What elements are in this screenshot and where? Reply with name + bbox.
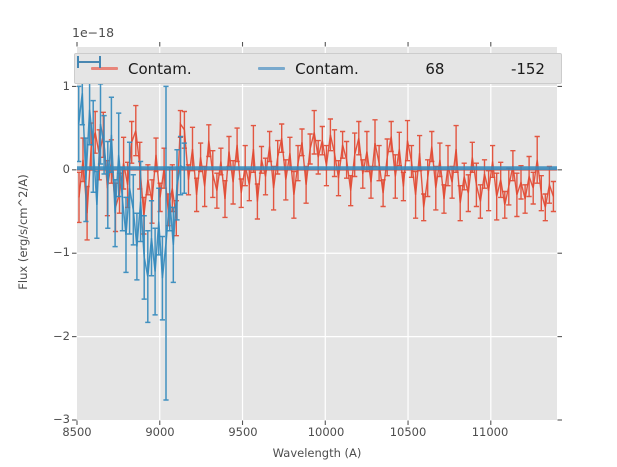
x-tick-label: 11000 xyxy=(471,425,509,439)
x-tick-label: 10500 xyxy=(389,425,427,439)
x-tick-label: 9000 xyxy=(145,425,175,439)
legend-label: Contam. xyxy=(295,59,359,78)
x-tick-label: 10000 xyxy=(307,425,345,439)
series-errorbar-bars xyxy=(77,60,187,401)
blue-errorbar-icon xyxy=(77,56,101,68)
data-series xyxy=(77,60,557,401)
blue-line-icon xyxy=(258,67,286,70)
legend-label: Contam. xyxy=(128,59,192,78)
y-tick-label: −3 xyxy=(53,412,70,426)
y-tick-label: 1 xyxy=(62,79,70,93)
tick-marks xyxy=(72,42,562,425)
legend-item-68: 68 xyxy=(77,56,445,78)
y-tick-label: −1 xyxy=(53,245,70,259)
legend-item-contam-blue: Contam. xyxy=(258,60,359,78)
y-tick-label: 0 xyxy=(62,162,70,176)
x-tick-label: 8500 xyxy=(62,425,92,439)
y-offset-label: 1e−18 xyxy=(72,25,115,40)
legend-item-neg152: -152 xyxy=(77,56,545,78)
legend-label: 68 xyxy=(425,59,445,78)
legend-item-contam-red: Contam. xyxy=(91,60,192,78)
series-errorbar-line xyxy=(78,121,555,219)
y-tick-label: −2 xyxy=(53,329,70,343)
x-tick-label: 9500 xyxy=(228,425,258,439)
axes-background xyxy=(77,47,557,420)
x-axis-label: Wavelength (A) xyxy=(272,446,362,460)
legend-label: -152 xyxy=(510,59,545,78)
red-line-icon xyxy=(91,67,118,70)
legend: Contam. Contam. 68 -152 xyxy=(74,53,562,84)
y-axis-label: Flux (erg/s/cm^2/A) xyxy=(16,174,30,290)
